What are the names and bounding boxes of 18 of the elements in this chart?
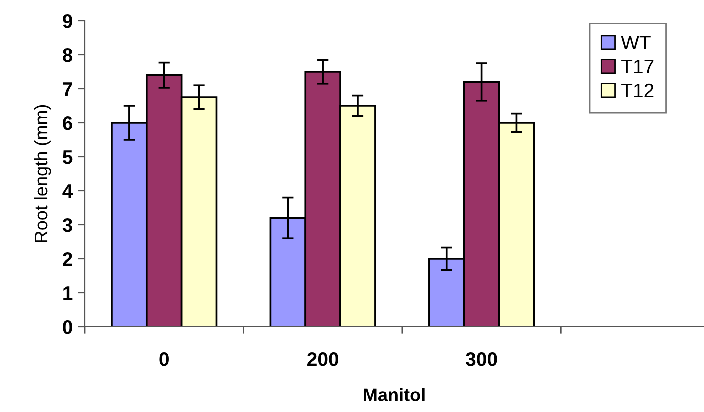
x-tick-label: 300 bbox=[466, 352, 498, 366]
x-tick-label: 0 bbox=[160, 352, 169, 366]
y-tick-label: 0 bbox=[63, 320, 72, 334]
y-tick-label: 7 bbox=[63, 82, 72, 96]
x-tick-label: 200 bbox=[308, 352, 339, 366]
y-tick-label: 6 bbox=[63, 116, 72, 130]
y-tick-label: 2 bbox=[63, 252, 72, 266]
legend-label: T12 bbox=[622, 84, 654, 98]
y-tick-label: 4 bbox=[62, 184, 74, 198]
legend-label: T17 bbox=[622, 60, 654, 74]
y-tick-label: 3 bbox=[62, 218, 72, 232]
y-axis-title: Root length (mm) bbox=[34, 105, 52, 242]
y-tick-label: 8 bbox=[63, 48, 73, 62]
y-tick-label: 1 bbox=[64, 286, 73, 300]
y-tick-label: 9 bbox=[63, 14, 72, 28]
y-tick-label: 5 bbox=[62, 150, 73, 164]
x-axis-title: Manitol bbox=[364, 388, 425, 402]
legend-label: WT bbox=[621, 36, 651, 50]
